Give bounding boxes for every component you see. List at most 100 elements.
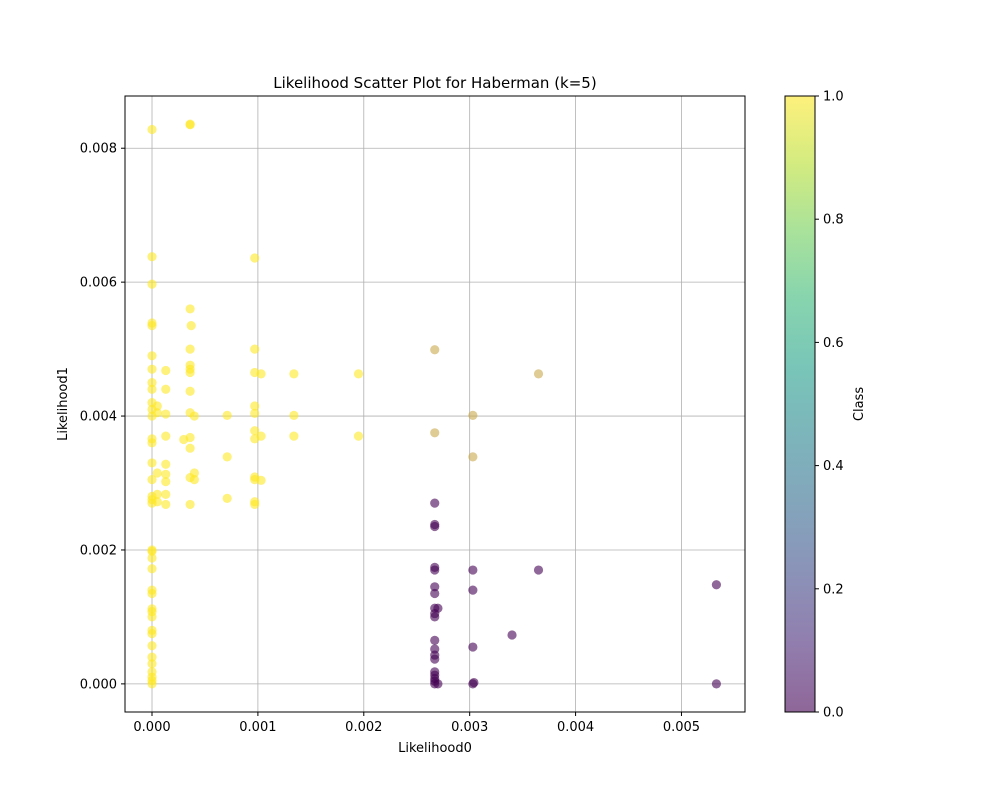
colorbar-tick-label: 0.4: [823, 459, 844, 474]
scatter-point-class-mixed: [430, 345, 440, 355]
scatter-point-class-mixed: [533, 369, 544, 379]
scatter-point-class-1: [289, 431, 299, 441]
scatter-point-class-1: [222, 493, 232, 504]
scatter-point-class-1: [152, 497, 162, 507]
scatter-point-class-1: [152, 489, 162, 499]
scatter-point-class-1: [152, 401, 162, 411]
scatter-point-class-0: [430, 654, 440, 664]
scatter-point-class-0: [430, 635, 440, 645]
scatter-point-class-0: [430, 588, 440, 599]
y-axis-ticks: 0.000 0.002 0.004 0.006 0.008: [80, 142, 125, 692]
scatter-point-class-1: [185, 443, 195, 453]
scatter-point-class-1: [189, 475, 199, 485]
scatter-point-class-1: [353, 431, 364, 441]
scatter-point-class-1: [161, 365, 171, 376]
scatter-point-class-1: [147, 321, 157, 331]
scatter-point-class-1: [147, 351, 157, 361]
scatter-point-class-1: [147, 553, 157, 563]
scatter-point-class-1: [353, 369, 364, 379]
scatter-point-class-0: [711, 580, 722, 590]
scatter-point-class-1: [185, 119, 195, 129]
scatter-point-class-1: [147, 564, 157, 574]
scatter-point-class-1: [147, 679, 157, 689]
scatter-point-class-1: [147, 641, 157, 651]
scatter-point-class-0: [533, 565, 544, 575]
scatter-point-class-1: [185, 386, 195, 396]
scatter-point-class-1: [186, 321, 196, 331]
x-tick-label: 0.005: [663, 720, 700, 735]
scatter-point-class-1: [161, 459, 171, 469]
scatter-point-class-1: [161, 489, 171, 499]
scatter-point-class-1: [147, 612, 157, 622]
x-tick-label: 0.002: [345, 720, 382, 735]
scatter-point-class-1: [289, 410, 299, 420]
scatter-point-class-1: [147, 458, 157, 468]
scatter-point-class-1: [147, 124, 157, 135]
scatter-point-class-0: [433, 679, 443, 689]
scatter-point-class-0: [430, 498, 440, 508]
scatter-point-class-mixed: [468, 410, 478, 420]
colorbar-tick-label: 0.8: [823, 213, 844, 228]
scatter-point-class-1: [161, 384, 171, 394]
scatter-point-class-0: [507, 630, 517, 640]
scatter-point-class-1: [147, 629, 157, 639]
x-tick-label: 0.003: [451, 720, 488, 735]
scatter-point-class-1: [250, 344, 260, 354]
scatter-point-class-1: [161, 477, 171, 487]
y-tick-label: 0.006: [80, 276, 117, 291]
scatter-point-class-1: [147, 279, 157, 289]
colorbar-frame: [784, 95, 816, 713]
y-tick-label: 0.008: [80, 142, 117, 157]
scatter-point-class-1: [147, 546, 157, 556]
scatter-point-class-1: [185, 304, 195, 314]
scatter-point-class-1: [147, 252, 157, 262]
scatter-point-class-1: [147, 475, 157, 485]
scatter-point-class-0: [430, 521, 440, 532]
x-tick-label: 0.001: [239, 720, 276, 735]
scatter-point-class-1: [185, 344, 195, 354]
scatter-point-class-1: [147, 659, 157, 669]
colorbar: 0.0 0.2 0.4 0.6 0.8 1.0 Class: [784, 90, 867, 721]
scatter-point-class-1: [256, 369, 266, 379]
colorbar-tick-label: 0.6: [823, 336, 844, 351]
x-axis-ticks: 0.000 0.001 0.002 0.003 0.004 0.005: [133, 712, 700, 735]
data-points: [147, 119, 722, 689]
colorbar-gradient: [785, 96, 815, 712]
chart-title: Likelihood Scatter Plot for Haberman (k=…: [273, 74, 596, 92]
scatter-point-class-0: [430, 612, 440, 622]
scatter-point-class-1: [256, 431, 266, 441]
colorbar-tick-label: 0.0: [823, 706, 844, 721]
scatter-point-class-1: [185, 499, 195, 510]
colorbar-ticks: 0.0 0.2 0.4 0.6 0.8 1.0: [815, 90, 844, 721]
y-axis-label: Likelihood1: [56, 367, 71, 441]
colorbar-tick-label: 1.0: [823, 90, 844, 105]
scatter-point-class-0: [430, 582, 440, 592]
scatter-point-class-1: [250, 426, 260, 436]
scatter-point-class-1: [185, 367, 195, 378]
x-tick-label: 0.000: [133, 720, 170, 735]
scatter-point-class-1: [250, 401, 260, 411]
grid-lines: [125, 96, 745, 712]
scatter-point-class-1: [147, 588, 157, 599]
y-tick-label: 0.004: [80, 410, 117, 425]
colorbar-tick-label: 0.2: [823, 582, 844, 597]
scatter-point-class-mixed: [430, 428, 440, 438]
scatter-point-class-1: [250, 499, 260, 510]
x-tick-label: 0.004: [557, 720, 594, 735]
scatter-point-class-1: [161, 409, 171, 419]
scatter-point-class-1: [161, 431, 171, 441]
scatter-point-class-1: [222, 452, 232, 462]
scatter-point-class-1: [250, 408, 260, 418]
scatter-point-class-1: [250, 253, 260, 263]
scatter-point-class-1: [256, 475, 266, 485]
scatter-point-class-0: [469, 677, 479, 688]
scatter-point-class-1: [147, 364, 157, 374]
scatter-point-class-1: [152, 468, 162, 478]
scatter-point-class-0: [433, 603, 443, 613]
scatter-point-class-1: [189, 411, 199, 421]
scatter-point-class-0: [468, 565, 478, 575]
scatter-point-class-0: [430, 565, 440, 575]
y-tick-label: 0.002: [80, 543, 117, 558]
scatter-point-class-1: [161, 499, 171, 510]
